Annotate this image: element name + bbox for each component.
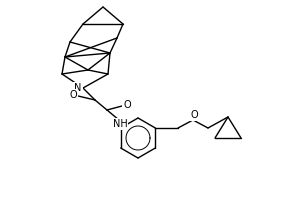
- Text: O: O: [69, 90, 77, 100]
- Text: O: O: [123, 100, 131, 110]
- Text: N: N: [74, 83, 82, 93]
- Text: O: O: [190, 110, 198, 120]
- Text: NH: NH: [112, 119, 128, 129]
